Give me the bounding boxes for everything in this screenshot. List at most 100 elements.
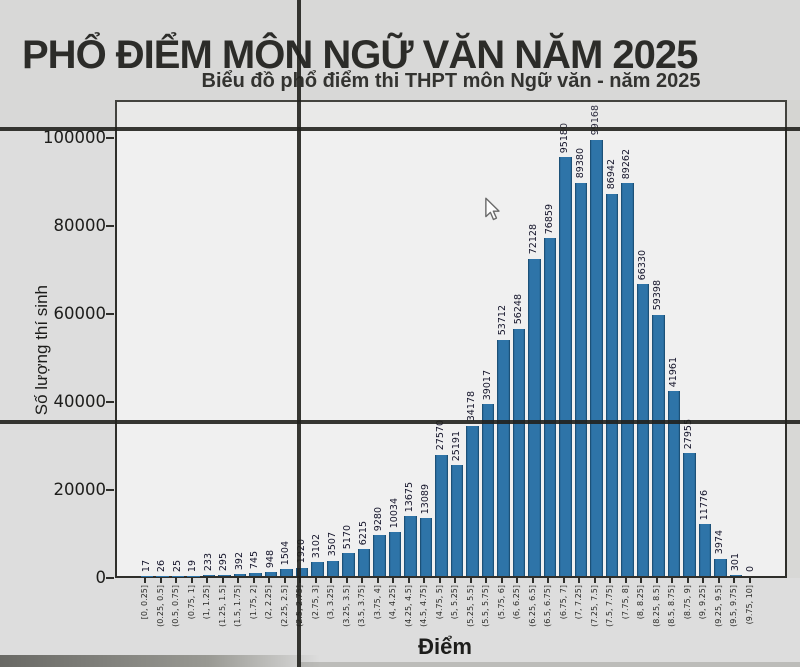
frame-seam-horizontal-bottom xyxy=(0,420,800,424)
bar xyxy=(419,518,433,576)
bar-value-label: 56248 xyxy=(512,294,524,325)
bar xyxy=(497,339,510,576)
bar-value-label: 19 xyxy=(187,559,198,572)
bar-value-label: 25 xyxy=(171,559,183,572)
x-tick-label: (5, 5.25] xyxy=(450,585,459,620)
x-tick-mark xyxy=(640,578,642,583)
x-tick-label: (4.25, 4.5] xyxy=(403,585,413,627)
bar-value-label: 34178 xyxy=(466,391,477,422)
x-tick-mark xyxy=(500,578,503,583)
frame-seam-vertical xyxy=(297,0,301,667)
x-tick-mark xyxy=(686,578,689,583)
bar-value-label: 13089 xyxy=(419,484,431,515)
y-tick-mark xyxy=(106,313,114,315)
bar xyxy=(543,237,557,576)
bar-value-label: 5170 xyxy=(342,525,353,550)
bar xyxy=(342,553,355,576)
bar-value-label: 745 xyxy=(249,550,260,569)
x-tick-label: (1, 1.25] xyxy=(202,585,211,620)
bar-value-label: 53712 xyxy=(497,305,508,336)
x-tick-label: (3.5, 3.75] xyxy=(357,585,366,627)
x-tick-mark xyxy=(485,578,487,583)
x-tick-mark xyxy=(345,578,348,583)
bar xyxy=(280,569,293,576)
x-tick-mark xyxy=(438,578,441,583)
x-tick-mark xyxy=(392,578,394,583)
bar-value-label: 3102 xyxy=(311,534,322,559)
x-tick-label: (3, 3.25] xyxy=(326,585,335,620)
x-tick-label: (9.25, 9.5] xyxy=(713,585,723,627)
x-tick-mark xyxy=(423,578,425,583)
bar-value-label: 25191 xyxy=(450,430,462,462)
x-tick-mark xyxy=(593,578,596,583)
x-tick-mark xyxy=(733,578,735,583)
y-axis-label: Số lượng thí sinh xyxy=(32,284,51,416)
bar xyxy=(481,404,495,576)
x-tick-label: (3.75, 4] xyxy=(372,585,382,620)
bar-value-label: 1504 xyxy=(280,541,291,566)
y-tick-mark xyxy=(106,225,114,227)
x-tick-label: [0, 0.25] xyxy=(140,585,149,620)
bar xyxy=(357,548,371,576)
bar xyxy=(218,574,231,576)
bar xyxy=(605,193,619,576)
bar xyxy=(373,535,386,576)
x-tick-label: (0.5, 0.75] xyxy=(171,585,180,627)
y-tick-mark xyxy=(106,137,114,139)
x-tick-mark xyxy=(516,578,518,583)
bar xyxy=(466,425,479,576)
x-tick-mark xyxy=(717,578,720,583)
bar xyxy=(388,531,402,576)
x-tick-label: (1.5, 1.75] xyxy=(233,585,242,627)
x-tick-mark xyxy=(237,578,239,583)
x-tick-label: (9.75, 10] xyxy=(744,585,754,625)
x-tick-label: (0.25, 0.5] xyxy=(155,585,165,627)
x-tick-label: (6.25, 6.5] xyxy=(527,585,537,627)
bar-value-label: 26 xyxy=(156,559,167,572)
frame-seam-horizontal-top xyxy=(0,127,800,131)
bar xyxy=(698,524,712,576)
y-tick-label: 100000 xyxy=(43,128,106,147)
x-tick-label: (5.25, 5.5] xyxy=(465,585,475,627)
x-tick-mark xyxy=(221,578,224,583)
bar-value-label: 72128 xyxy=(528,224,539,255)
bar xyxy=(528,258,541,576)
bar-value-label: 66330 xyxy=(636,249,648,281)
bar xyxy=(435,454,448,576)
x-tick-label: (5.75, 6] xyxy=(496,585,506,620)
x-tick-label: (7.5, 7.75] xyxy=(605,585,614,627)
y-tick-label: 0 xyxy=(95,568,107,587)
bar-value-label: 3974 xyxy=(714,530,725,555)
x-tick-mark xyxy=(361,578,363,583)
bar-value-label: 17 xyxy=(140,559,152,572)
x-tick-label: (6.75, 7] xyxy=(558,585,568,620)
photo-bottom-shadow xyxy=(0,655,320,667)
plot-area: 17 26 25 19 233 295 392 745 948 1504 1920 3102 3507 5… xyxy=(115,100,787,578)
bar-value-label: 0 xyxy=(745,565,756,572)
bar xyxy=(683,453,696,576)
x-tick-label: (2.25, 2.5] xyxy=(279,585,289,627)
mouse-cursor-icon xyxy=(485,197,500,221)
x-tick-mark xyxy=(190,578,193,583)
y-tick-mark xyxy=(106,401,114,403)
x-tick-mark xyxy=(671,578,673,583)
y-tick-label: 80000 xyxy=(53,216,107,235)
bar xyxy=(326,560,340,576)
bar-value-label: 13675 xyxy=(404,481,415,512)
bar-value-label: 99168 xyxy=(590,105,601,136)
x-tick-mark xyxy=(376,578,379,583)
x-tick-label: (5.5, 5.75] xyxy=(481,585,490,627)
x-tick-label: (2, 2.25] xyxy=(264,585,273,620)
bar-value-label: 6215 xyxy=(357,520,369,545)
bar-value-label: 11776 xyxy=(698,489,710,521)
bar-value-label: 39017 xyxy=(481,370,493,401)
bar-value-label: 295 xyxy=(218,552,229,571)
x-tick-label: (7, 7.25] xyxy=(574,585,583,620)
bar-value-label: 392 xyxy=(233,552,245,571)
chart-title: Biểu đồ phổ điểm thi THPT môn Ngữ văn - … xyxy=(201,70,701,92)
bar xyxy=(667,391,681,576)
x-tick-label: (3.25, 3.5] xyxy=(341,585,351,627)
bar xyxy=(264,571,278,576)
x-tick-mark xyxy=(330,578,332,583)
